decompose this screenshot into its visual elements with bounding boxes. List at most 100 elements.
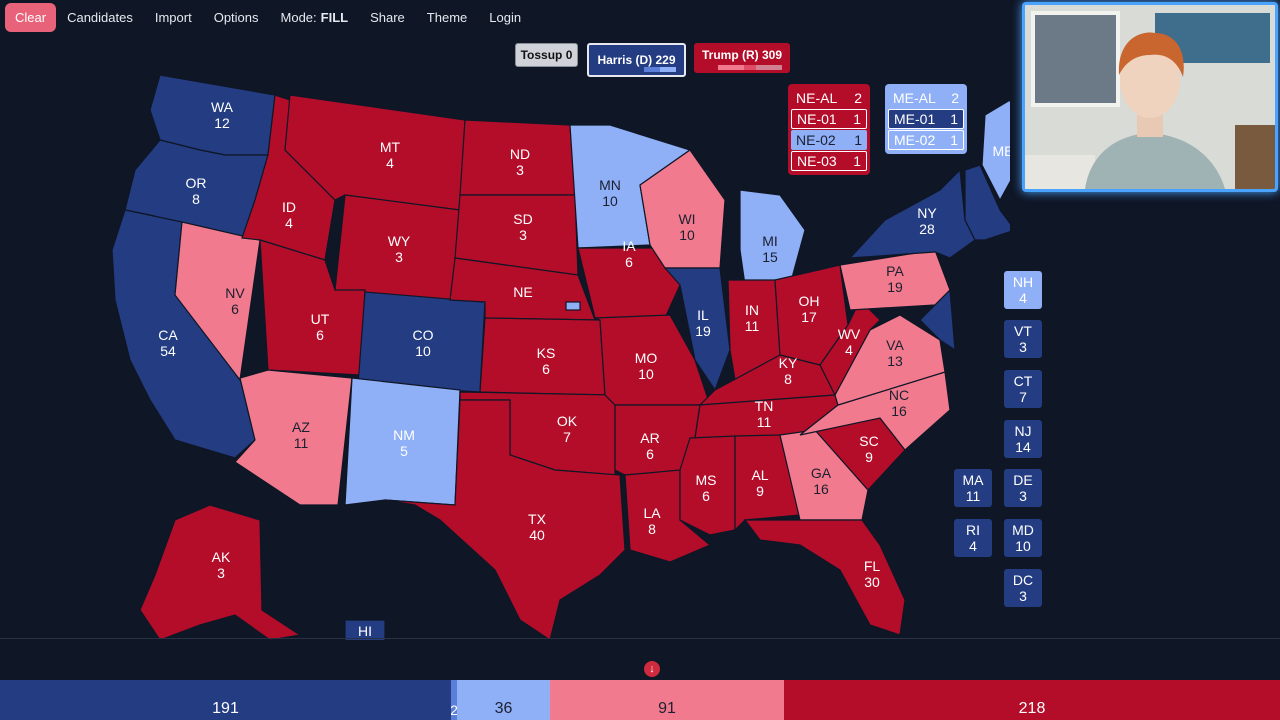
trump-label: Trump (R) 309 (701, 48, 782, 62)
import-menu[interactable]: Import (154, 9, 192, 25)
state-hi[interactable] (344, 619, 386, 640)
small-state-ma[interactable]: MA 11 (954, 469, 992, 507)
ne-01-ev: 1 (853, 111, 861, 127)
ev-wy: 3 (395, 249, 403, 265)
nj-abbr: NJ (1014, 423, 1032, 439)
small-state-ct[interactable]: CT 7 (1004, 370, 1042, 408)
svg-text:SD3: SD 3 (513, 211, 532, 243)
me-02-ev: 1 (950, 132, 958, 148)
ri-ev: 4 (969, 538, 977, 554)
state-fl[interactable] (743, 519, 906, 636)
state-me[interactable] (981, 99, 1010, 202)
state-tx[interactable] (384, 399, 626, 640)
state-ia[interactable] (577, 247, 681, 319)
ne-02-row[interactable]: NE-02 1 (791, 130, 867, 150)
theme-menu[interactable]: Theme (426, 9, 468, 25)
ne-03-row[interactable]: NE-03 1 (791, 151, 867, 171)
ev-mo: 10 (638, 366, 654, 382)
label-mn: MN (599, 177, 621, 193)
tally-lean-d: 36 (457, 680, 550, 720)
label-nc: NC (889, 387, 909, 403)
me-01-row[interactable]: ME-01 1 (888, 109, 964, 129)
nj-ev: 14 (1015, 439, 1031, 455)
label-ca: CA (158, 327, 178, 343)
label-ut: UT (311, 311, 330, 327)
ev-sd: 3 (519, 227, 527, 243)
svg-text:OK7: OK 7 (557, 413, 578, 445)
small-state-nh[interactable]: NH 4 (1004, 271, 1042, 309)
label-co: CO (413, 327, 434, 343)
ne-district-box: NE-AL 2 NE-01 1 NE-02 1 NE-03 1 (788, 84, 870, 175)
candidates-menu[interactable]: Candidates (67, 9, 133, 25)
ne-al-row[interactable]: NE-AL 2 (791, 88, 867, 108)
mode-toggle[interactable]: Mode: FILL (270, 10, 360, 25)
de-abbr: DE (1013, 472, 1033, 488)
login-button[interactable]: Login (489, 9, 522, 25)
ne-01-row[interactable]: NE-01 1 (791, 109, 867, 129)
ev-ia: 6 (625, 254, 633, 270)
md-ev: 10 (1015, 538, 1031, 554)
ne-03-ev: 1 (853, 153, 861, 169)
tossup-button[interactable]: Tossup 0 (515, 43, 578, 67)
ev-in: 11 (745, 318, 760, 334)
me-district-box: ME-AL 2 ME-01 1 ME-02 1 (885, 84, 967, 154)
state-new-england[interactable] (964, 164, 1010, 241)
strip-likely (743, 65, 757, 70)
ev-sc: 9 (865, 449, 873, 465)
harris-button[interactable]: Harris (D) 229 (587, 43, 686, 77)
state-az[interactable] (234, 369, 353, 506)
small-state-dc[interactable]: DC 3 (1004, 569, 1042, 607)
me-01-ev: 1 (950, 111, 958, 127)
mode-label: Mode: (280, 9, 317, 25)
ev-id: 4 (285, 215, 293, 231)
tally-lean-r: 91 (550, 680, 784, 720)
ev-co: 10 (415, 343, 431, 359)
label-az: AZ (292, 419, 310, 435)
share-menu[interactable]: Share (370, 9, 405, 25)
small-state-ri[interactable]: RI 4 (954, 519, 992, 557)
label-mo: MO (635, 350, 658, 366)
trump-button[interactable]: Trump (R) 309 (694, 43, 790, 73)
small-state-nj[interactable]: NJ 14 (1004, 420, 1042, 458)
label-tn: TN (755, 398, 774, 414)
ev-va: 13 (887, 353, 903, 369)
clear-button[interactable]: Clear (5, 2, 57, 32)
svg-text:OR8: OR 8 (186, 175, 207, 207)
state-ny[interactable] (848, 168, 976, 259)
me-02-row[interactable]: ME-02 1 (888, 130, 964, 150)
label-ok: OK (557, 413, 578, 429)
svg-text:WV4: WV 4 (838, 326, 861, 358)
label-ak: AK (212, 549, 231, 565)
mode-value: FILL (320, 9, 349, 25)
ne-02-label: NE-02 (796, 132, 836, 148)
arrow-down-icon[interactable]: ↓ (644, 661, 660, 677)
vt-ev: 3 (1019, 339, 1027, 355)
state-mid-atlantic[interactable] (919, 288, 956, 352)
state-al[interactable] (734, 434, 801, 532)
label-wy: WY (388, 233, 411, 249)
small-state-vt[interactable]: VT 3 (1004, 320, 1042, 358)
svg-text:AK3: AK 3 (212, 549, 231, 581)
label-ar: AR (640, 430, 659, 446)
state-wv[interactable] (819, 298, 881, 397)
ev-ga: 16 (813, 481, 829, 497)
options-menu[interactable]: Options (213, 9, 259, 25)
me-al-row[interactable]: ME-AL 2 (888, 88, 964, 108)
label-hi: HI (358, 623, 372, 639)
ev-az: 11 (294, 435, 309, 451)
label-id: ID (282, 199, 296, 215)
state-ak[interactable] (139, 504, 302, 640)
ne-03-label: NE-03 (797, 153, 837, 169)
ne-02-marker[interactable] (565, 301, 581, 311)
small-state-md[interactable]: MD 10 (1004, 519, 1042, 557)
svg-text:AR6: AR 6 (640, 430, 659, 462)
ne-02-ev: 1 (854, 132, 862, 148)
small-state-de[interactable]: DE 3 (1004, 469, 1042, 507)
